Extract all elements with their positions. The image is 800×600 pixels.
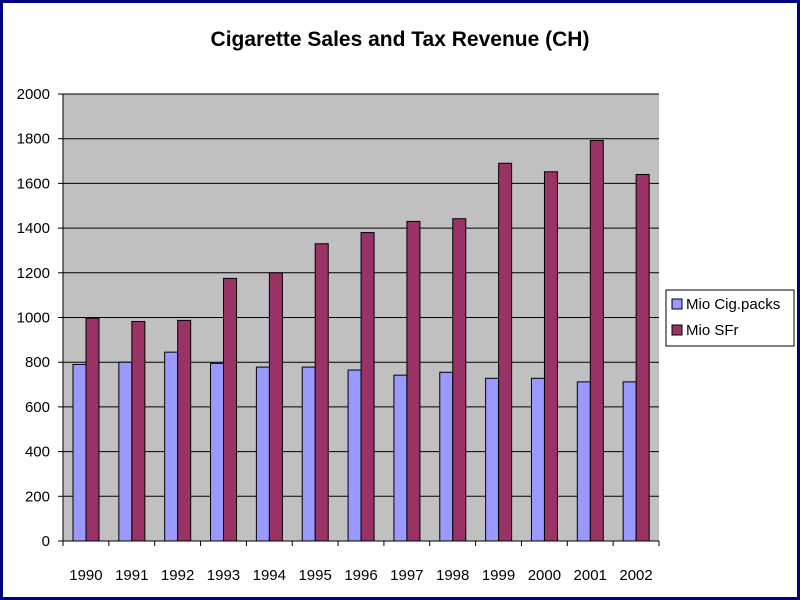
bar-cig-packs-1991: [118, 361, 133, 542]
legend: Mio Cig.packs Mio SFr: [665, 289, 795, 347]
bar-sfr-1990: [85, 317, 100, 542]
bar-cig-packs-2002: [622, 381, 637, 542]
bar-cig-packs-1995: [301, 366, 316, 542]
plot-area: 0 200 400 600 800 1000 1200 1400 1600 1800 2000 199…: [17, 86, 660, 584]
bar-cig-packs-2001: [576, 381, 591, 542]
y-tick-label: 200: [25, 488, 50, 505]
y-tick-label: 0: [42, 533, 50, 550]
bar-sfr-1994: [268, 272, 283, 542]
bar-cig-packs-1992: [164, 351, 179, 542]
bar-cig-packs-1998: [439, 371, 454, 542]
bar-sfr-2001: [589, 139, 604, 542]
bar-sfr-1997: [406, 220, 421, 542]
x-tick-label: 1992: [161, 567, 194, 584]
legend-label: Mio SFr: [686, 322, 739, 339]
bar-sfr-2002: [635, 173, 650, 542]
bar-cig-packs-1993: [210, 362, 225, 542]
x-tick-label: 1999: [482, 567, 515, 584]
x-tick-label: 1998: [436, 567, 469, 584]
x-tick-label: 1997: [390, 567, 423, 584]
legend-label: Mio Cig.packs: [686, 296, 780, 313]
y-tick-label: 1600: [17, 175, 50, 192]
bar-sfr-1999: [498, 162, 513, 542]
x-tick-label: 1995: [298, 567, 331, 584]
y-tick-label: 400: [25, 444, 50, 461]
bar-sfr-1998: [452, 218, 467, 542]
bar-cig-packs-1999: [485, 377, 500, 542]
y-tick-label: 1200: [17, 265, 50, 282]
bar-sfr-1991: [131, 321, 146, 542]
x-tick-label: 1990: [69, 567, 102, 584]
y-tick-label: 2000: [17, 86, 50, 103]
bar-sfr-1995: [314, 243, 329, 542]
y-tick-label: 1800: [17, 131, 50, 148]
x-tick-label: 2000: [528, 567, 561, 584]
y-tick-label: 1400: [17, 220, 50, 237]
bar-sfr-1993: [223, 277, 238, 542]
bar-sfr-1996: [360, 232, 375, 542]
x-tick-label: 2001: [574, 567, 607, 584]
bar-cig-packs-1994: [255, 366, 270, 542]
x-tick-label: 2002: [619, 567, 652, 584]
legend-swatch: [671, 324, 683, 336]
y-tick-label: 600: [25, 399, 50, 416]
bar-cig-packs-1997: [393, 374, 408, 542]
legend-box: [665, 289, 795, 347]
x-tick-label: 1994: [253, 567, 286, 584]
y-tick-label: 800: [25, 354, 50, 371]
bar-cig-packs-1990: [72, 363, 87, 542]
chart-title: Cigarette Sales and Tax Revenue (CH): [211, 28, 590, 51]
x-tick-label: 1993: [207, 567, 240, 584]
x-tick-label: 1996: [344, 567, 377, 584]
bar-cig-packs-2000: [530, 377, 545, 542]
bar-sfr-2000: [543, 171, 558, 542]
legend-swatch: [671, 298, 683, 310]
x-tick-label: 1991: [115, 567, 148, 584]
bar-cig-packs-1996: [347, 369, 362, 542]
bar-sfr-1992: [177, 319, 192, 542]
y-tick-label: 1000: [17, 310, 50, 327]
